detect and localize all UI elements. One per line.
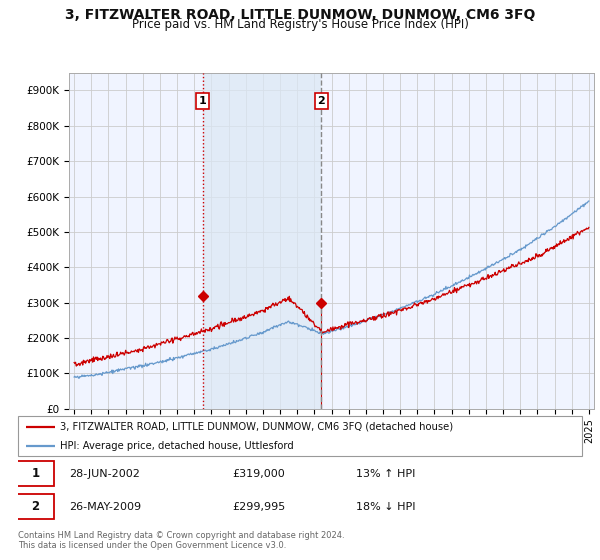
Text: 3, FITZWALTER ROAD, LITTLE DUNMOW, DUNMOW, CM6 3FQ (detached house): 3, FITZWALTER ROAD, LITTLE DUNMOW, DUNMO… [60, 422, 454, 432]
Text: £299,995: £299,995 [232, 502, 286, 512]
FancyBboxPatch shape [17, 494, 54, 519]
Text: 18% ↓ HPI: 18% ↓ HPI [356, 502, 416, 512]
Text: 13% ↑ HPI: 13% ↑ HPI [356, 469, 416, 479]
FancyBboxPatch shape [18, 416, 582, 456]
Text: £319,000: £319,000 [232, 469, 285, 479]
Text: 2: 2 [317, 96, 325, 106]
FancyBboxPatch shape [17, 461, 54, 486]
Text: 1: 1 [199, 96, 206, 106]
Bar [203, 73, 321, 409]
Text: 3, FITZWALTER ROAD, LITTLE DUNMOW, DUNMOW, CM6 3FQ: 3, FITZWALTER ROAD, LITTLE DUNMOW, DUNMO… [65, 8, 535, 22]
Text: Contains HM Land Registry data © Crown copyright and database right 2024.
This d: Contains HM Land Registry data © Crown c… [18, 530, 344, 550]
Text: 26-MAY-2009: 26-MAY-2009 [69, 502, 141, 512]
Text: 1: 1 [31, 467, 40, 480]
Text: Price paid vs. HM Land Registry's House Price Index (HPI): Price paid vs. HM Land Registry's House … [131, 18, 469, 31]
Text: HPI: Average price, detached house, Uttlesford: HPI: Average price, detached house, Uttl… [60, 441, 294, 450]
Text: 28-JUN-2002: 28-JUN-2002 [69, 469, 140, 479]
Text: 2: 2 [31, 500, 40, 514]
